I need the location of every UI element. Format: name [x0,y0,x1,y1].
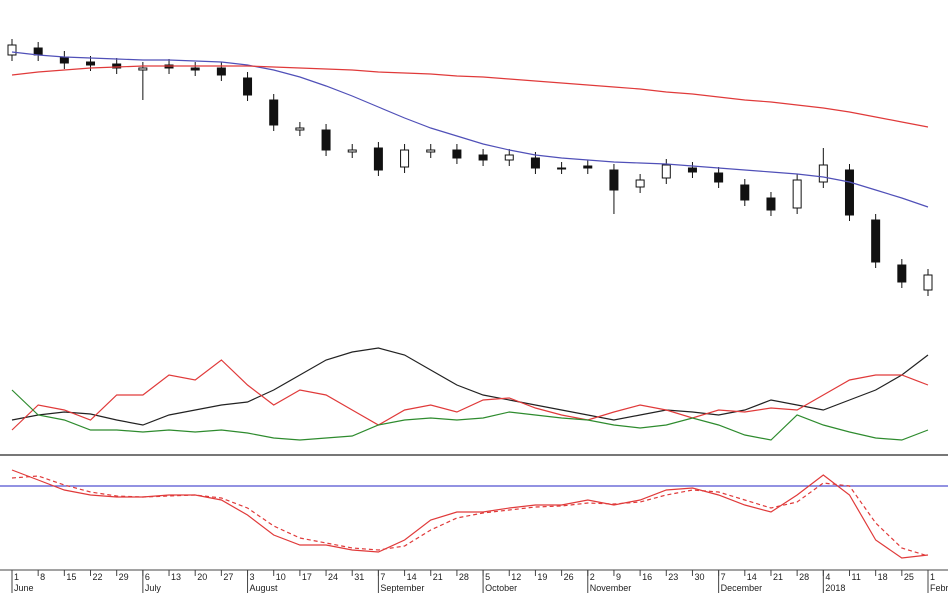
x-tick-label: 19 [537,572,547,582]
month-label: September [380,583,424,593]
x-tick-label: 16 [642,572,652,582]
x-tick-label: 21 [773,572,783,582]
x-tick-label: 25 [904,572,914,582]
indicator-line [11,469,929,559]
indicator-line [11,359,929,431]
x-tick-label: 15 [66,572,76,582]
x-tick-label: 12 [511,572,521,582]
indicator-line [11,65,929,128]
candle-body [7,44,17,56]
candle-body [818,164,828,183]
indicator-line [11,347,929,426]
candle-body [714,172,724,183]
candle-body [400,149,410,168]
candle-body [190,67,200,71]
candle-body [138,67,148,71]
x-tick-label: 1 [14,572,19,582]
candle-body [687,167,697,173]
candle-body [792,179,802,209]
x-tick-label: 26 [564,572,574,582]
month-label: December [721,583,763,593]
candle-body [740,184,750,201]
x-tick-label: 23 [668,572,678,582]
x-tick-label: 4 [825,572,830,582]
x-tick-label: 14 [747,572,757,582]
candle-body [112,63,122,69]
x-tick-label: 20 [197,572,207,582]
candle-body [452,149,462,159]
x-tick-label: 2 [590,572,595,582]
candle-body [373,147,383,171]
candle-body [269,99,279,126]
x-tick-label: 28 [459,572,469,582]
month-label: June [14,583,34,593]
month-label: July [145,583,162,593]
candle-body [86,61,96,66]
x-tick-label: 9 [616,572,621,582]
x-tick-label: 10 [276,572,286,582]
x-tick-label: 14 [407,572,417,582]
candle-body [897,264,907,283]
x-tick-label: 29 [119,572,129,582]
candle-body [609,169,619,191]
x-tick-label: 30 [694,572,704,582]
candle-body [766,197,776,211]
x-tick-label: 5 [485,572,490,582]
candle-body [871,219,881,263]
month-label: November [590,583,632,593]
x-tick-label: 31 [354,572,364,582]
x-tick-label: 28 [799,572,809,582]
x-tick-label: 11 [851,572,860,582]
month-label: October [485,583,517,593]
x-tick-label: 3 [250,572,255,582]
candle-body [923,274,933,291]
candle-body [557,167,567,170]
candle-body [844,169,854,216]
x-tick-label: 7 [380,572,385,582]
candle-body [243,77,253,96]
candle-body [661,164,671,179]
x-tick-label: 8 [40,572,45,582]
indicator-line [11,389,929,441]
candle-body [347,149,357,153]
x-tick-label: 1 [930,572,935,582]
x-tick-label: 6 [145,572,150,582]
x-tick-label: 17 [302,572,312,582]
candle-body [216,67,226,76]
month-label: August [250,583,279,593]
month-label: 2018 [825,583,845,593]
x-tick-label: 13 [171,572,181,582]
x-tick-label: 22 [93,572,103,582]
candle-body [478,154,488,161]
candle-body [59,56,69,64]
candle-body [426,149,436,153]
candle-body [635,179,645,188]
candle-body [530,157,540,169]
x-tick-label: 18 [878,572,888,582]
x-tick-label: 7 [721,572,726,582]
indicator-line [11,475,929,557]
x-tick-label: 27 [223,572,233,582]
month-label: Febru [930,583,948,593]
candle-body [321,129,331,151]
candle-body [33,47,43,56]
candle-body [295,127,305,131]
candle-body [583,165,593,169]
candle-body [504,154,514,161]
x-tick-label: 21 [433,572,443,582]
indicator-line [11,51,929,208]
x-tick-label: 24 [328,572,338,582]
